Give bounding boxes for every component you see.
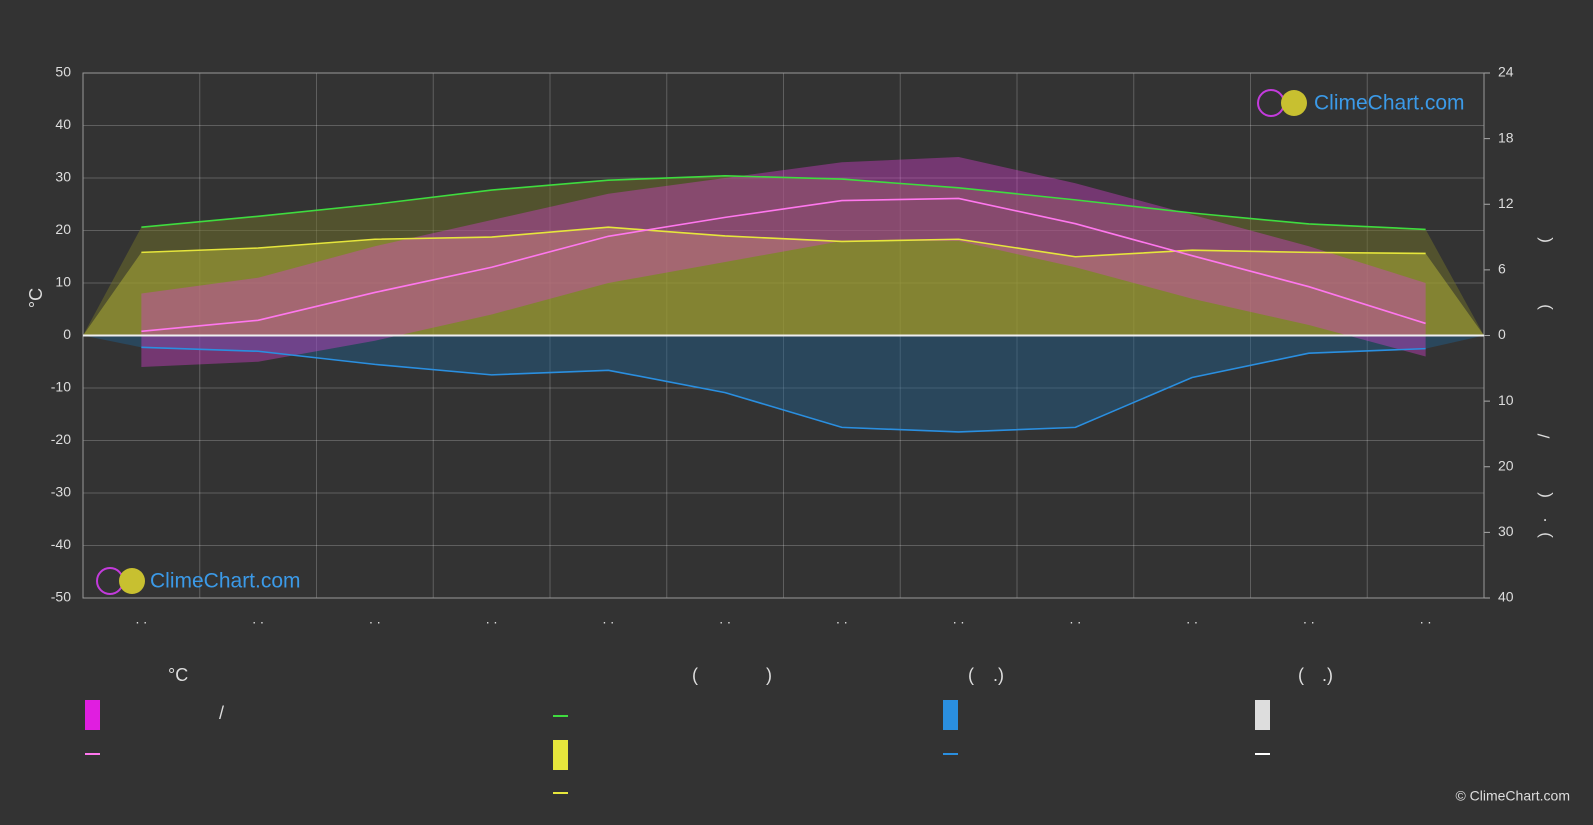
area [83, 335, 1484, 432]
legend-header: ( [1298, 665, 1304, 685]
legend-text: / [219, 703, 224, 723]
legend: °C / ( ) ( .) ( .) [85, 665, 1333, 794]
y2-axis-label: ) [1534, 304, 1553, 310]
y3-tick-label: 10 [1498, 392, 1514, 408]
y2-tick-label: 12 [1498, 195, 1514, 211]
x-tick-label: . . [603, 611, 615, 627]
y2-tick-label: 24 [1498, 64, 1514, 80]
y-tick-label: -10 [51, 379, 71, 395]
legend-swatch [85, 700, 100, 730]
x-tick-label: . . [1070, 611, 1082, 627]
series-line [141, 175, 1426, 231]
y-tick-label: 20 [55, 221, 71, 237]
logo-text: ClimeChart.com [1314, 92, 1465, 115]
y-tick-label: 50 [55, 64, 71, 80]
logo-bottom: ClimeChart.com [96, 567, 301, 595]
logo-text: ClimeChart.com [150, 570, 301, 593]
y2-axis-label: ) [1534, 532, 1553, 538]
x-tick-label: . . [953, 611, 965, 627]
series-line [141, 346, 1426, 433]
y-tick-label: -40 [51, 536, 71, 552]
y-tick-label: -50 [51, 589, 71, 605]
legend-header: °C [168, 665, 188, 685]
area [83, 227, 1484, 336]
legend-header: ( [968, 665, 974, 685]
copyright: © ClimeChart.com [1455, 788, 1570, 804]
logo-top: ClimeChart.com [1257, 89, 1465, 117]
x-tick-label: . . [369, 611, 381, 627]
y2-axis-label: ( [1534, 492, 1553, 498]
series-line [141, 226, 1426, 258]
x-tick-label: . . [1303, 611, 1315, 627]
x-tick-label: . . [1420, 611, 1432, 627]
legend-header: .) [993, 665, 1004, 685]
x-tick-label: . . [836, 611, 848, 627]
y2-axis-label: ( [1534, 237, 1553, 243]
y-tick-label: 0 [63, 326, 71, 342]
y2-axis-label: / [1534, 433, 1553, 438]
x-tick-label: . . [252, 611, 264, 627]
logo-icon [119, 568, 145, 594]
y-tick-label: -30 [51, 484, 71, 500]
temp-range-band [141, 157, 1426, 367]
y2-tick-label: 18 [1498, 129, 1514, 145]
y-tick-label: 40 [55, 116, 71, 132]
logo-icon [1281, 90, 1307, 116]
legend-swatch [1255, 700, 1270, 730]
y3-tick-label: 40 [1498, 589, 1514, 605]
series-line [141, 197, 1426, 333]
y-tick-label: 10 [55, 274, 71, 290]
x-tick-label: . . [486, 611, 498, 627]
y-tick-label: -20 [51, 431, 71, 447]
legend-header: .) [1322, 665, 1333, 685]
x-tick-label: . . [1186, 611, 1198, 627]
y-axis-label: °C [26, 288, 46, 308]
legend-swatch [553, 740, 568, 770]
y3-tick-label: 20 [1498, 457, 1514, 473]
y2-axis-label: · [1534, 517, 1553, 523]
y3-tick-label: 30 [1498, 523, 1514, 539]
legend-swatch [943, 700, 958, 730]
y2-tick-label: 0 [1498, 326, 1506, 342]
y2-tick-label: 6 [1498, 261, 1506, 277]
y-tick-label: 30 [55, 169, 71, 185]
legend-header: ( [692, 665, 698, 685]
x-tick-label: . . [136, 611, 148, 627]
x-tick-label: . . [719, 611, 731, 627]
legend-header: ) [766, 665, 772, 685]
